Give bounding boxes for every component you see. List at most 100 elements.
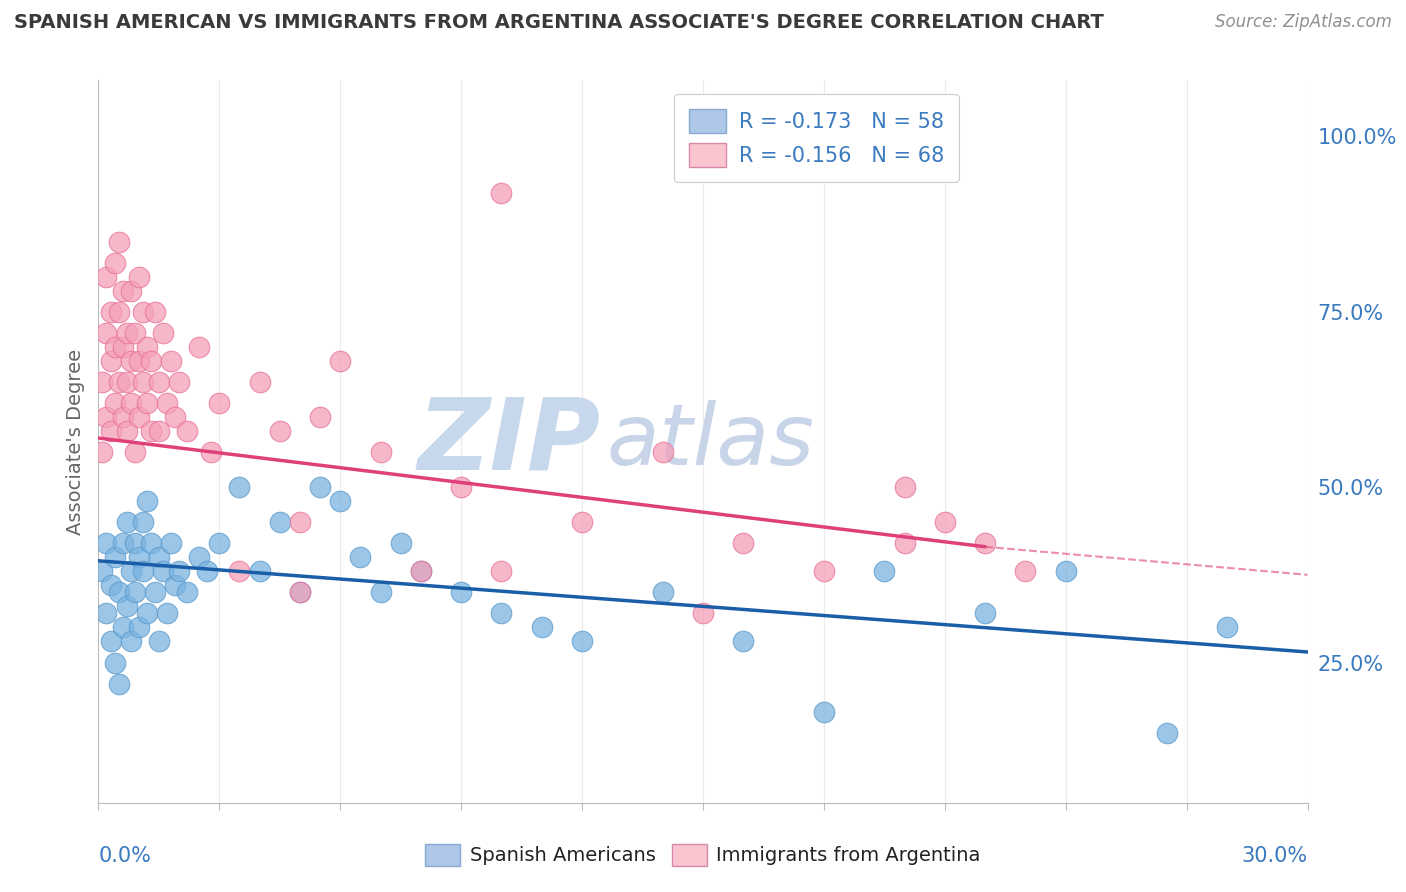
Point	[893, 536, 915, 550]
Point	[160, 354, 183, 368]
Point	[167, 375, 190, 389]
Point	[200, 445, 222, 459]
Point	[111, 340, 134, 354]
Point	[103, 396, 125, 410]
Point	[139, 354, 162, 368]
Point	[96, 269, 118, 284]
Point	[115, 515, 138, 529]
Point	[176, 585, 198, 599]
Point	[120, 634, 142, 648]
Point	[288, 585, 311, 599]
Text: SPANISH AMERICAN VS IMMIGRANTS FROM ARGENTINA ASSOCIATE'S DEGREE CORRELATION CHA: SPANISH AMERICAN VS IMMIGRANTS FROM ARGE…	[14, 13, 1104, 32]
Text: atlas: atlas	[606, 400, 814, 483]
Point	[115, 424, 138, 438]
Point	[152, 564, 174, 578]
Point	[100, 424, 122, 438]
Text: 0.0%: 0.0%	[98, 847, 152, 866]
Point	[107, 235, 129, 249]
Point	[103, 550, 125, 565]
Point	[124, 585, 146, 599]
Point	[530, 620, 553, 634]
Point	[128, 354, 150, 368]
Point	[120, 354, 142, 368]
Point	[228, 564, 250, 578]
Point	[1054, 564, 1077, 578]
Point	[128, 550, 150, 565]
Point	[733, 634, 755, 648]
Point	[143, 305, 166, 319]
Point	[103, 340, 125, 354]
Point	[450, 585, 472, 599]
Point	[124, 326, 146, 340]
Point	[571, 634, 593, 648]
Point	[269, 515, 291, 529]
Point	[132, 564, 155, 578]
Point	[288, 585, 311, 599]
Point	[188, 340, 211, 354]
Point	[115, 326, 138, 340]
Point	[651, 445, 673, 459]
Point	[103, 656, 125, 670]
Point	[100, 578, 122, 592]
Point	[120, 564, 142, 578]
Point	[249, 564, 271, 578]
Point	[974, 607, 997, 621]
Point	[974, 536, 997, 550]
Point	[167, 564, 190, 578]
Point	[349, 550, 371, 565]
Point	[96, 607, 118, 621]
Point	[143, 585, 166, 599]
Point	[329, 494, 352, 508]
Point	[91, 375, 114, 389]
Point	[733, 536, 755, 550]
Point	[156, 396, 179, 410]
Point	[813, 564, 835, 578]
Point	[120, 396, 142, 410]
Point	[96, 409, 118, 424]
Point	[370, 445, 392, 459]
Point	[148, 550, 170, 565]
Point	[160, 536, 183, 550]
Point	[111, 284, 134, 298]
Point	[128, 269, 150, 284]
Point	[195, 564, 218, 578]
Point	[651, 585, 673, 599]
Point	[107, 305, 129, 319]
Point	[309, 409, 332, 424]
Point	[288, 515, 311, 529]
Point	[135, 340, 157, 354]
Point	[124, 445, 146, 459]
Point	[103, 255, 125, 269]
Point	[120, 284, 142, 298]
Text: Source: ZipAtlas.com: Source: ZipAtlas.com	[1215, 13, 1392, 31]
Point	[148, 375, 170, 389]
Point	[1014, 564, 1036, 578]
Point	[107, 375, 129, 389]
Point	[163, 578, 186, 592]
Point	[309, 480, 332, 494]
Point	[115, 599, 138, 614]
Point	[152, 326, 174, 340]
Point	[107, 676, 129, 690]
Point	[107, 585, 129, 599]
Point	[135, 396, 157, 410]
Point	[163, 409, 186, 424]
Point	[208, 396, 231, 410]
Point	[128, 409, 150, 424]
Point	[148, 424, 170, 438]
Point	[100, 354, 122, 368]
Point	[135, 607, 157, 621]
Point	[111, 409, 134, 424]
Text: 30.0%: 30.0%	[1241, 847, 1308, 866]
Point	[450, 480, 472, 494]
Point	[132, 375, 155, 389]
Point	[208, 536, 231, 550]
Point	[132, 515, 155, 529]
Point	[148, 634, 170, 648]
Point	[491, 564, 513, 578]
Point	[176, 424, 198, 438]
Point	[111, 536, 134, 550]
Point	[934, 515, 956, 529]
Point	[491, 607, 513, 621]
Point	[139, 536, 162, 550]
